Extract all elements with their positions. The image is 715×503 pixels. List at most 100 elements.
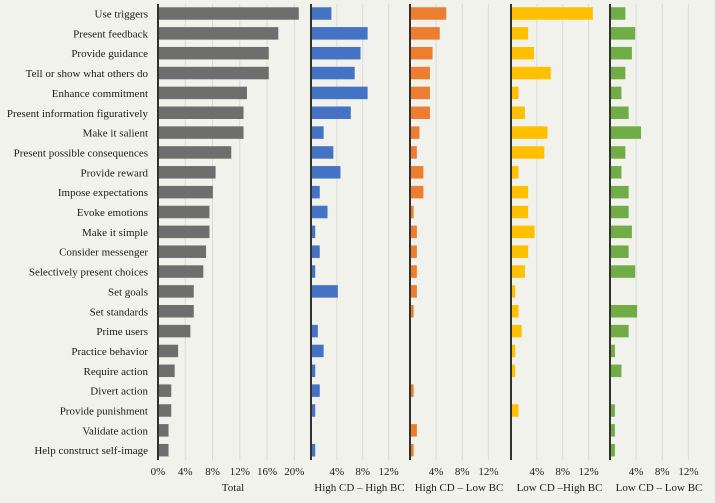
bar	[312, 106, 351, 119]
bar	[159, 384, 172, 397]
bar	[312, 126, 324, 139]
bar	[312, 404, 316, 417]
bar	[611, 46, 632, 60]
category-label: Make it simple	[82, 227, 148, 239]
bar	[411, 7, 447, 20]
bar	[159, 324, 191, 338]
bar	[611, 424, 615, 437]
bar	[512, 305, 519, 318]
bar	[411, 46, 433, 60]
bar	[512, 324, 522, 338]
bar	[159, 344, 179, 358]
bar	[159, 126, 244, 139]
bar	[611, 106, 629, 119]
bar	[312, 443, 316, 457]
category-label: Set standards	[90, 306, 148, 318]
bar	[611, 166, 622, 179]
bar	[411, 146, 417, 159]
category-label: Impose expectations	[58, 187, 148, 199]
bar	[512, 7, 593, 20]
bar	[611, 126, 642, 139]
bar	[611, 86, 622, 100]
bar	[312, 364, 316, 378]
tick-label: 4%	[429, 466, 444, 478]
bar	[611, 443, 615, 457]
bar	[159, 225, 210, 239]
category-label: Enhance commitment	[52, 88, 148, 100]
bar	[159, 27, 279, 40]
bar	[611, 265, 636, 278]
tick-label: 4%	[530, 466, 545, 478]
category-label: Provide punishment	[60, 406, 148, 418]
bar	[411, 106, 430, 119]
tick-label: 4%	[330, 466, 345, 478]
category-label: Make it salient	[83, 128, 148, 140]
bar	[159, 185, 213, 199]
tick-label: 12%	[678, 466, 698, 478]
bar	[512, 265, 525, 278]
tick-label: 4%	[629, 466, 644, 478]
bar	[159, 66, 269, 80]
bar	[411, 305, 414, 318]
bar	[611, 205, 629, 219]
category-label: Provide guidance	[71, 48, 148, 60]
bar	[411, 245, 417, 258]
bar	[512, 27, 529, 40]
bar	[512, 126, 548, 139]
bar	[411, 265, 417, 278]
bar	[411, 424, 417, 437]
category-label: Present possible consequences	[14, 147, 148, 159]
bar	[611, 324, 629, 338]
bar	[159, 305, 194, 318]
bar	[611, 185, 629, 199]
bar	[312, 265, 316, 278]
bar	[159, 265, 204, 278]
bar	[312, 66, 355, 80]
category-label: Present information figuratively	[7, 108, 149, 120]
bar	[411, 86, 430, 100]
tick-label: 0%	[151, 466, 166, 478]
tick-label: 4%	[178, 466, 193, 478]
bar	[411, 27, 440, 40]
tick-label: 20%	[284, 466, 304, 478]
panel-title: High CD – High BC	[314, 482, 404, 494]
bar	[159, 166, 216, 179]
bar	[512, 46, 534, 60]
bar	[411, 166, 424, 179]
category-label: Present feedback	[73, 28, 148, 40]
category-label: Selectively present choices	[29, 267, 148, 279]
bar	[411, 285, 417, 298]
tick-label: 8%	[655, 466, 670, 478]
bar	[512, 146, 545, 159]
bar	[159, 7, 299, 20]
bar	[512, 344, 516, 358]
tick-label: 8%	[355, 466, 370, 478]
bar	[411, 66, 430, 80]
bar	[411, 443, 414, 457]
bar	[159, 364, 175, 378]
bar	[159, 285, 194, 298]
bar	[159, 424, 169, 437]
bar	[312, 344, 324, 358]
tick-label: 8%	[555, 466, 570, 478]
bar	[312, 285, 338, 298]
bar	[312, 7, 332, 20]
bar	[312, 146, 334, 159]
bar	[611, 225, 632, 239]
bar	[611, 344, 615, 358]
panel-title: Low CD – Low BC	[616, 482, 703, 494]
bar	[312, 46, 361, 60]
tick-label: 12%	[478, 466, 498, 478]
bar	[312, 205, 328, 219]
category-label: Require action	[84, 366, 149, 378]
bar	[312, 324, 318, 338]
bar	[411, 225, 417, 239]
bar	[512, 205, 529, 219]
bar	[611, 364, 622, 378]
category-label: Use triggers	[95, 9, 148, 21]
bar	[312, 27, 368, 40]
tick-label: 12%	[379, 466, 399, 478]
bar	[611, 404, 615, 417]
bar	[312, 384, 320, 397]
